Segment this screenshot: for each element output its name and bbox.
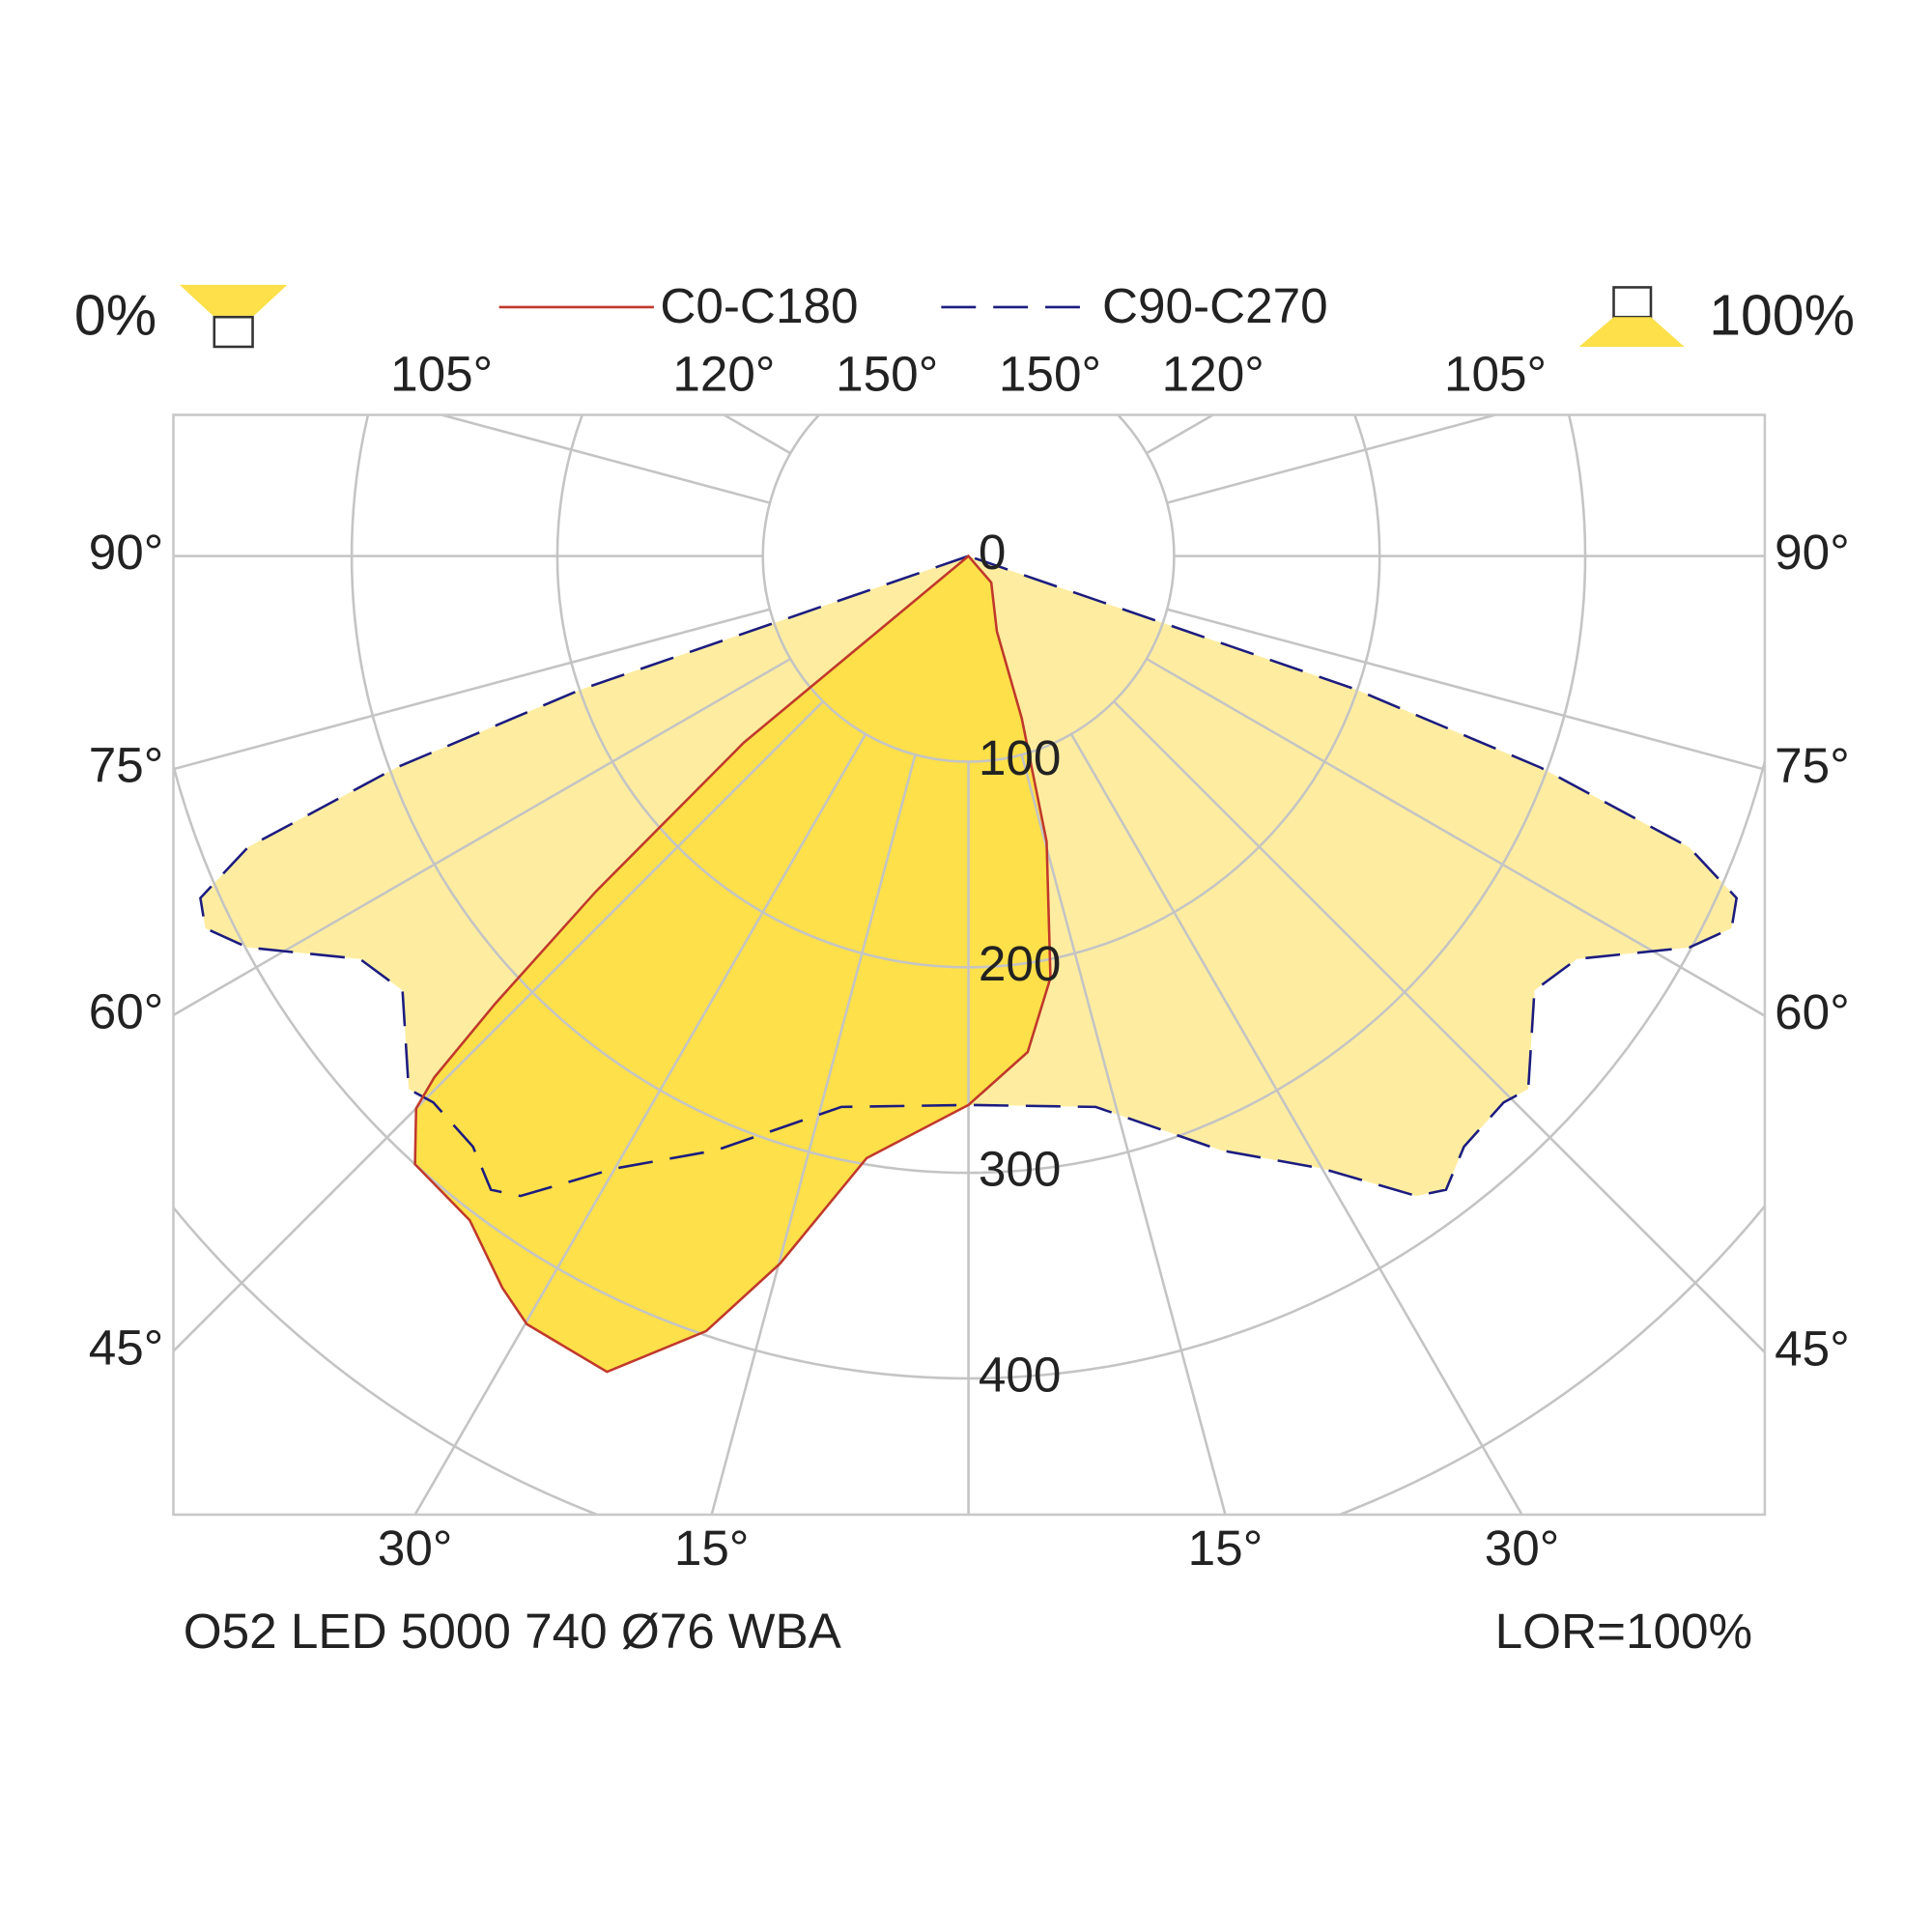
angle-tick-label: 60°	[1775, 984, 1850, 1039]
icon-up	[1578, 286, 1685, 347]
grid-ray	[1020, 753, 1227, 1515]
lines	[199, 554, 1739, 1374]
grid-ray	[1166, 608, 1765, 771]
grid-ray	[1166, 414, 1496, 504]
grid-ray	[413, 733, 867, 1515]
angle-tick-label: 15°	[674, 1520, 750, 1576]
grid	[173, 414, 1765, 1515]
frame	[172, 413, 1767, 1517]
angle-tick-label: 45°	[89, 1320, 164, 1375]
angle-tick-label: 30°	[1485, 1520, 1560, 1576]
series-line	[199, 554, 1739, 1198]
angle-tick-label: 90°	[1775, 525, 1850, 580]
grid-ray	[1113, 700, 1765, 1353]
angle-tick-label: 30°	[378, 1520, 453, 1576]
angle-tick-label: 15°	[1188, 1520, 1264, 1576]
grid-ray	[1069, 733, 1523, 1515]
r-tick-label: 400	[979, 1347, 1062, 1402]
series-line	[413, 554, 1052, 1374]
angle-tick-label: 45°	[1775, 1321, 1850, 1377]
header-left: 0%	[74, 284, 156, 347]
grid-ray	[173, 608, 771, 771]
legend-label: C0-C180	[660, 278, 858, 333]
grid-ray	[1146, 657, 1765, 1017]
angle-tick-label: 150°	[999, 347, 1101, 402]
r-tick-label: 300	[979, 1142, 1062, 1197]
labels: 0 100 200 300 400 150° 120° 105° 90° 75° 60° 45° 30°…	[89, 278, 1850, 1576]
grid-ray	[1146, 414, 1214, 455]
angle-tick-label: 120°	[1162, 347, 1264, 402]
r-tick-label: 100	[979, 730, 1062, 785]
header-right: 100%	[1709, 284, 1855, 347]
legend-label: C90-C270	[1102, 278, 1328, 333]
grid-ray	[723, 414, 791, 455]
grid-ray	[173, 657, 791, 1016]
icon-down	[179, 284, 288, 349]
grid-ray	[710, 753, 917, 1515]
grid-ray	[173, 700, 824, 1352]
angle-tick-label: 75°	[1775, 738, 1850, 793]
grid-ray	[440, 414, 771, 504]
footer-left: O52 LED 5000 740 Ø76 WBA	[184, 1604, 842, 1659]
angle-tick-label: 90°	[89, 525, 164, 580]
r-tick-label: 0	[979, 525, 1007, 580]
angle-tick-label: 105°	[390, 347, 493, 402]
angle-tick-label: 120°	[672, 347, 775, 402]
r-tick-label: 200	[979, 936, 1062, 991]
angle-tick-label: 75°	[89, 738, 164, 793]
angle-tick-label: 150°	[836, 347, 938, 402]
angle-tick-label: 105°	[1444, 347, 1547, 402]
angle-tick-label: 60°	[89, 983, 164, 1038]
footer-right: LOR=100%	[1495, 1604, 1752, 1659]
